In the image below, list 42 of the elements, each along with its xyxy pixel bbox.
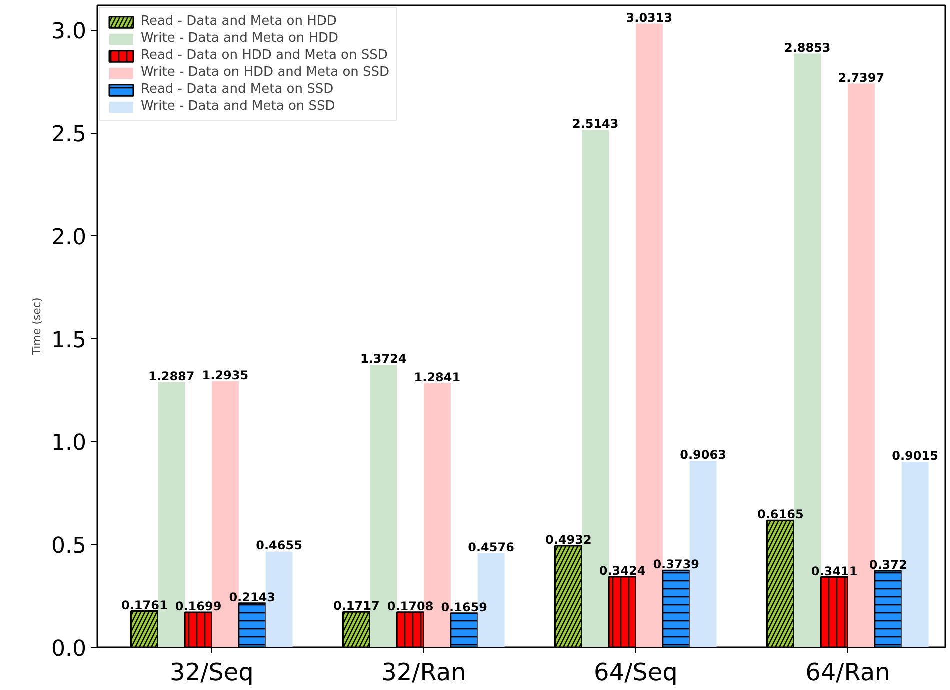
y-tick-label: 2.0 [52, 225, 87, 250]
legend-label: Read - Data on HDD and Meta on SSD [141, 48, 388, 63]
data-label: 0.6165 [758, 508, 804, 522]
x-tick-label: 32/Ran [382, 658, 466, 686]
data-label: 0.9063 [680, 448, 726, 462]
data-label: 2.8853 [784, 40, 831, 55]
data-label: 0.1659 [441, 600, 488, 614]
y-tick-label: 2.5 [52, 122, 87, 148]
data-label: 0.1699 [175, 600, 222, 614]
legend-label: Write - Data on HDD and Meta on SSD [141, 65, 390, 80]
y-tick-label: 1.5 [52, 328, 87, 354]
data-label: 0.1761 [122, 598, 168, 612]
legend-label: Write - Data and Meta on HDD [141, 31, 339, 46]
data-label: 1.2887 [148, 369, 195, 384]
legend-label: Write - Data and Meta on SSD [141, 99, 336, 114]
data-label: 0.372 [869, 558, 908, 572]
x-tick-label: 64/Ran [806, 658, 890, 686]
legend-label: Read - Data and Meta on HDD [141, 14, 337, 29]
data-label: 0.2143 [229, 590, 276, 604]
data-label: 0.3739 [653, 558, 700, 572]
data-label: 1.2841 [414, 370, 461, 384]
data-label: 0.9015 [892, 449, 938, 463]
data-label: 0.1717 [334, 599, 380, 614]
data-label: 1.2935 [202, 368, 249, 382]
x-tick-label: 64/Seq [594, 658, 678, 686]
data-label: 3.0313 [626, 10, 673, 25]
y-tick-label: 3.0 [52, 20, 87, 45]
data-label: 0.3424 [599, 564, 646, 578]
legend-label: Read - Data and Meta on SSD [141, 82, 334, 97]
y-axis-title: Time (sec) [30, 298, 44, 356]
y-tick-label: 0.0 [52, 637, 87, 662]
data-label: 0.4576 [468, 540, 514, 554]
data-label: 0.4655 [256, 538, 302, 553]
data-label: 2.7397 [838, 70, 885, 85]
data-label: 0.1708 [387, 599, 434, 614]
x-tick-label: 32/Seq [170, 658, 254, 686]
data-label: 0.4932 [546, 533, 592, 548]
y-tick-label: 0.5 [52, 534, 87, 560]
data-label: 0.3411 [811, 564, 858, 578]
data-label: 2.5143 [572, 117, 619, 132]
data-label: 1.3724 [360, 352, 407, 366]
y-tick-label: 1.0 [52, 431, 87, 456]
